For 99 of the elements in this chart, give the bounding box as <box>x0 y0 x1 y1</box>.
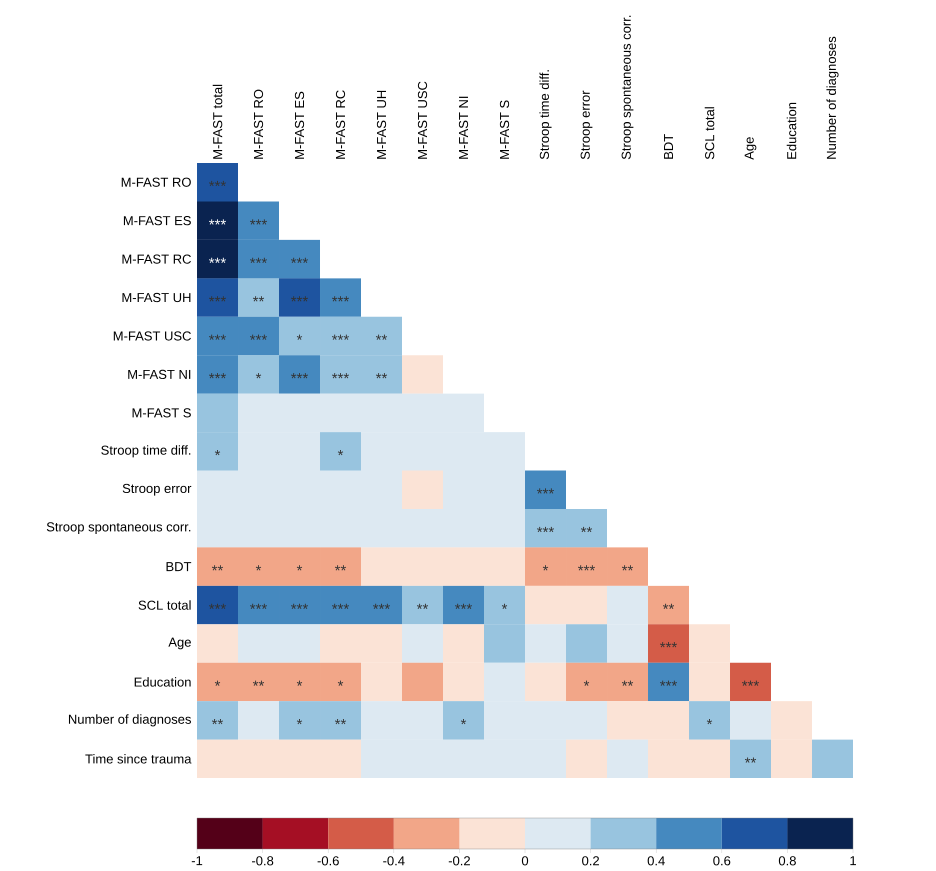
data-label: * <box>296 719 302 724</box>
y-tick-label: M-FAST S <box>132 408 191 418</box>
x-tick-label: Education <box>786 102 796 159</box>
y-tick-label: M-FAST ES <box>124 216 191 226</box>
x-tick-label: M-FAST UH <box>376 90 386 159</box>
data-label: *** <box>250 219 268 225</box>
data-label: ** <box>376 373 388 378</box>
x-tick-label: M-FAST ES <box>294 92 304 159</box>
x-tick-label: M-FAST S <box>500 100 510 159</box>
y-tick-label: M-FAST UH <box>122 292 190 302</box>
data-label: *** <box>208 219 226 225</box>
data-label: *** <box>372 604 390 609</box>
color-bar-label: 0.4 <box>648 856 665 866</box>
data-label: * <box>214 450 220 456</box>
data-label: *** <box>208 373 226 378</box>
data-label: *** <box>660 642 678 648</box>
data-label: ** <box>334 719 346 724</box>
data-label: *** <box>332 373 350 378</box>
data-label: *** <box>332 604 350 609</box>
data-label: * <box>338 680 344 686</box>
x-tick-label: BDT <box>664 134 673 159</box>
data-label: *** <box>208 604 226 609</box>
data-label: *** <box>208 180 226 186</box>
data-label: *** <box>454 604 472 609</box>
data-label: * <box>296 680 302 686</box>
data-label: *** <box>250 604 268 609</box>
data-label: *** <box>208 258 226 264</box>
data-label: *** <box>332 296 350 302</box>
data-label: *** <box>208 334 226 340</box>
color-bar-label: 1 <box>850 856 856 866</box>
data-label: *** <box>250 258 268 264</box>
y-tick-label: Time since trauma <box>85 754 192 764</box>
y-tick-label: M-FAST RC <box>122 254 191 264</box>
data-label: *** <box>742 680 760 686</box>
data-label: *** <box>250 334 268 340</box>
color-bar-label: 0 <box>522 856 528 866</box>
color-bar-label: -0.4 <box>383 856 405 866</box>
data-label: * <box>256 565 262 571</box>
y-tick-label: M-FAST USC <box>114 331 191 341</box>
data-label: *** <box>660 680 678 686</box>
y-tick-label: Stroop error <box>122 484 192 496</box>
data-label: *** <box>290 258 308 264</box>
data-label: ** <box>622 680 634 686</box>
data-label: *** <box>536 526 554 532</box>
x-tick-label: M-FAST RO <box>254 90 264 159</box>
data-label: ** <box>580 526 592 532</box>
y-tick-label: BDT <box>166 562 192 572</box>
color-bar-label: -0.8 <box>252 856 274 866</box>
data-label: * <box>338 450 344 456</box>
data-label: ** <box>744 757 756 763</box>
data-label: * <box>214 680 220 686</box>
data-label: ** <box>416 604 428 609</box>
x-tick-label: Age <box>744 137 756 160</box>
y-tick-label: M-FAST RO <box>122 178 191 187</box>
data-label: *** <box>290 373 308 378</box>
data-label: ** <box>662 604 674 609</box>
data-label: *** <box>290 296 308 302</box>
data-label: ** <box>252 680 264 686</box>
data-label: ** <box>334 565 346 571</box>
x-tick-label: M-FAST NI <box>458 96 468 159</box>
x-tick-label: M-FAST RC <box>336 90 346 159</box>
color-bar-label: -1 <box>192 856 202 866</box>
x-tick-label: M-FAST total <box>212 84 222 159</box>
data-label: * <box>502 604 508 609</box>
x-tick-label: Number of diagnoses <box>826 36 839 159</box>
data-label: ** <box>212 565 224 571</box>
x-tick-label: Stroop time diff. <box>539 70 552 160</box>
x-tick-label: M-FAST USC <box>418 82 428 159</box>
data-label: *** <box>536 488 554 494</box>
data-label: * <box>296 565 302 571</box>
y-tick-label: Age <box>168 638 191 650</box>
data-label: ** <box>376 334 388 340</box>
data-label: ** <box>212 719 224 724</box>
data-label: *** <box>208 296 226 302</box>
data-label: *** <box>290 604 308 609</box>
data-label: * <box>460 719 466 724</box>
color-bar-label: 0.8 <box>778 856 796 866</box>
color-bar-label: -0.2 <box>448 856 470 866</box>
data-label: * <box>542 565 548 571</box>
data-label: ** <box>252 296 264 302</box>
data-label: *** <box>578 565 596 571</box>
color-bar-label: 0.2 <box>582 856 599 866</box>
data-label: ** <box>622 565 634 571</box>
data-label: * <box>296 334 302 340</box>
data-label: *** <box>332 334 350 340</box>
y-tick-label: M-FAST NI <box>128 370 190 380</box>
y-tick-label: Number of diagnoses <box>68 714 191 726</box>
y-tick-label: Education <box>134 677 191 687</box>
color-bar-label: 0.6 <box>713 856 730 866</box>
data-label: * <box>256 373 262 378</box>
y-tick-label: SCL total <box>138 600 191 610</box>
y-tick-label: Stroop spontaneous corr. <box>46 522 190 534</box>
data-label: * <box>584 680 590 686</box>
data-label: * <box>706 719 712 724</box>
x-tick-label: Stroop error <box>580 90 592 160</box>
y-tick-label: Stroop time diff. <box>101 445 190 458</box>
x-tick-label: Stroop spontaneous corr. <box>622 16 634 160</box>
color-bar-label: -0.6 <box>318 856 339 866</box>
x-tick-label: SCL total <box>704 107 714 160</box>
